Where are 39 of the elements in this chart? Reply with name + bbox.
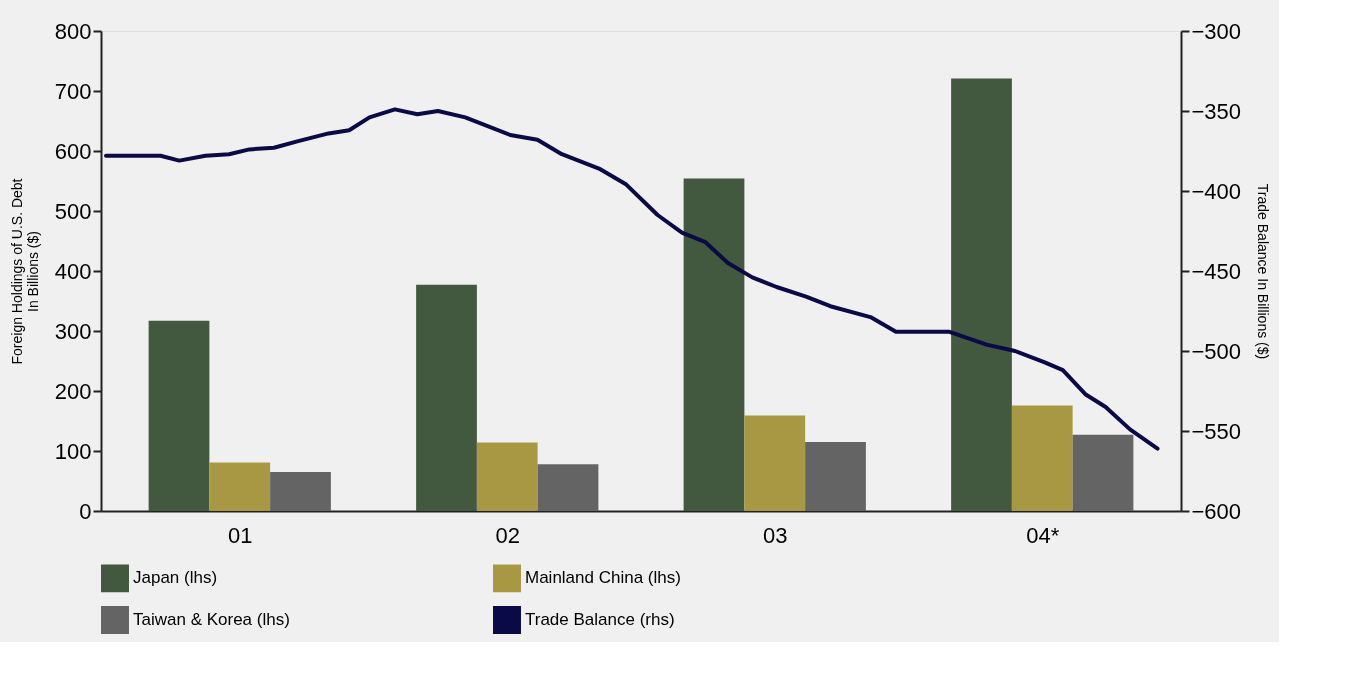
y2-tick-label: −400 xyxy=(1191,178,1242,204)
x-tick-label: 03 xyxy=(763,522,788,548)
bar xyxy=(416,284,477,511)
y-tick-label: 0 xyxy=(79,498,92,524)
y-tick-label: 800 xyxy=(54,18,92,44)
y2-tick-label: −350 xyxy=(1191,98,1242,124)
bar xyxy=(683,178,745,511)
y2-tick-label: −500 xyxy=(1191,338,1242,364)
bar xyxy=(1072,434,1134,511)
y-tick-label: 300 xyxy=(54,318,92,344)
bar xyxy=(209,462,271,511)
x-tick-label: 02 xyxy=(495,522,520,548)
x-tick-label: 04* xyxy=(1026,522,1060,548)
legend-label: Trade Balance (rhs) xyxy=(525,610,675,629)
bar xyxy=(805,442,866,511)
bar xyxy=(537,464,599,511)
legend-label: Taiwan & Korea (lhs) xyxy=(133,610,290,629)
y-tick-label: 400 xyxy=(54,258,92,284)
y2-tick-label: −450 xyxy=(1191,258,1242,284)
y2-tick-label: −550 xyxy=(1191,418,1242,444)
line-series xyxy=(104,107,1160,451)
y2-axis-title: Trade Balance In Billions ($) xyxy=(1255,183,1272,360)
y-tick-label: 500 xyxy=(54,198,92,224)
bar xyxy=(951,78,1012,511)
bar xyxy=(744,415,806,511)
y-tick-label: 200 xyxy=(54,378,92,404)
bar xyxy=(148,320,210,511)
bar xyxy=(476,442,538,511)
y-tick-label: 100 xyxy=(54,438,92,464)
bar xyxy=(270,472,331,511)
y-axis-title: Foreign Holdings of U.S. Debt In Billions ($) xyxy=(8,178,41,365)
y2-tick-label: −600 xyxy=(1191,498,1242,524)
legend-label: Mainland China (lhs) xyxy=(525,568,681,588)
bar xyxy=(1011,405,1073,511)
y-tick-label: 600 xyxy=(54,138,92,164)
y-tick-label: 700 xyxy=(54,78,92,104)
y2-tick-label: −300 xyxy=(1191,18,1242,44)
x-tick-label: 01 xyxy=(228,522,253,548)
legend-label: Japan (lhs) xyxy=(133,568,218,588)
